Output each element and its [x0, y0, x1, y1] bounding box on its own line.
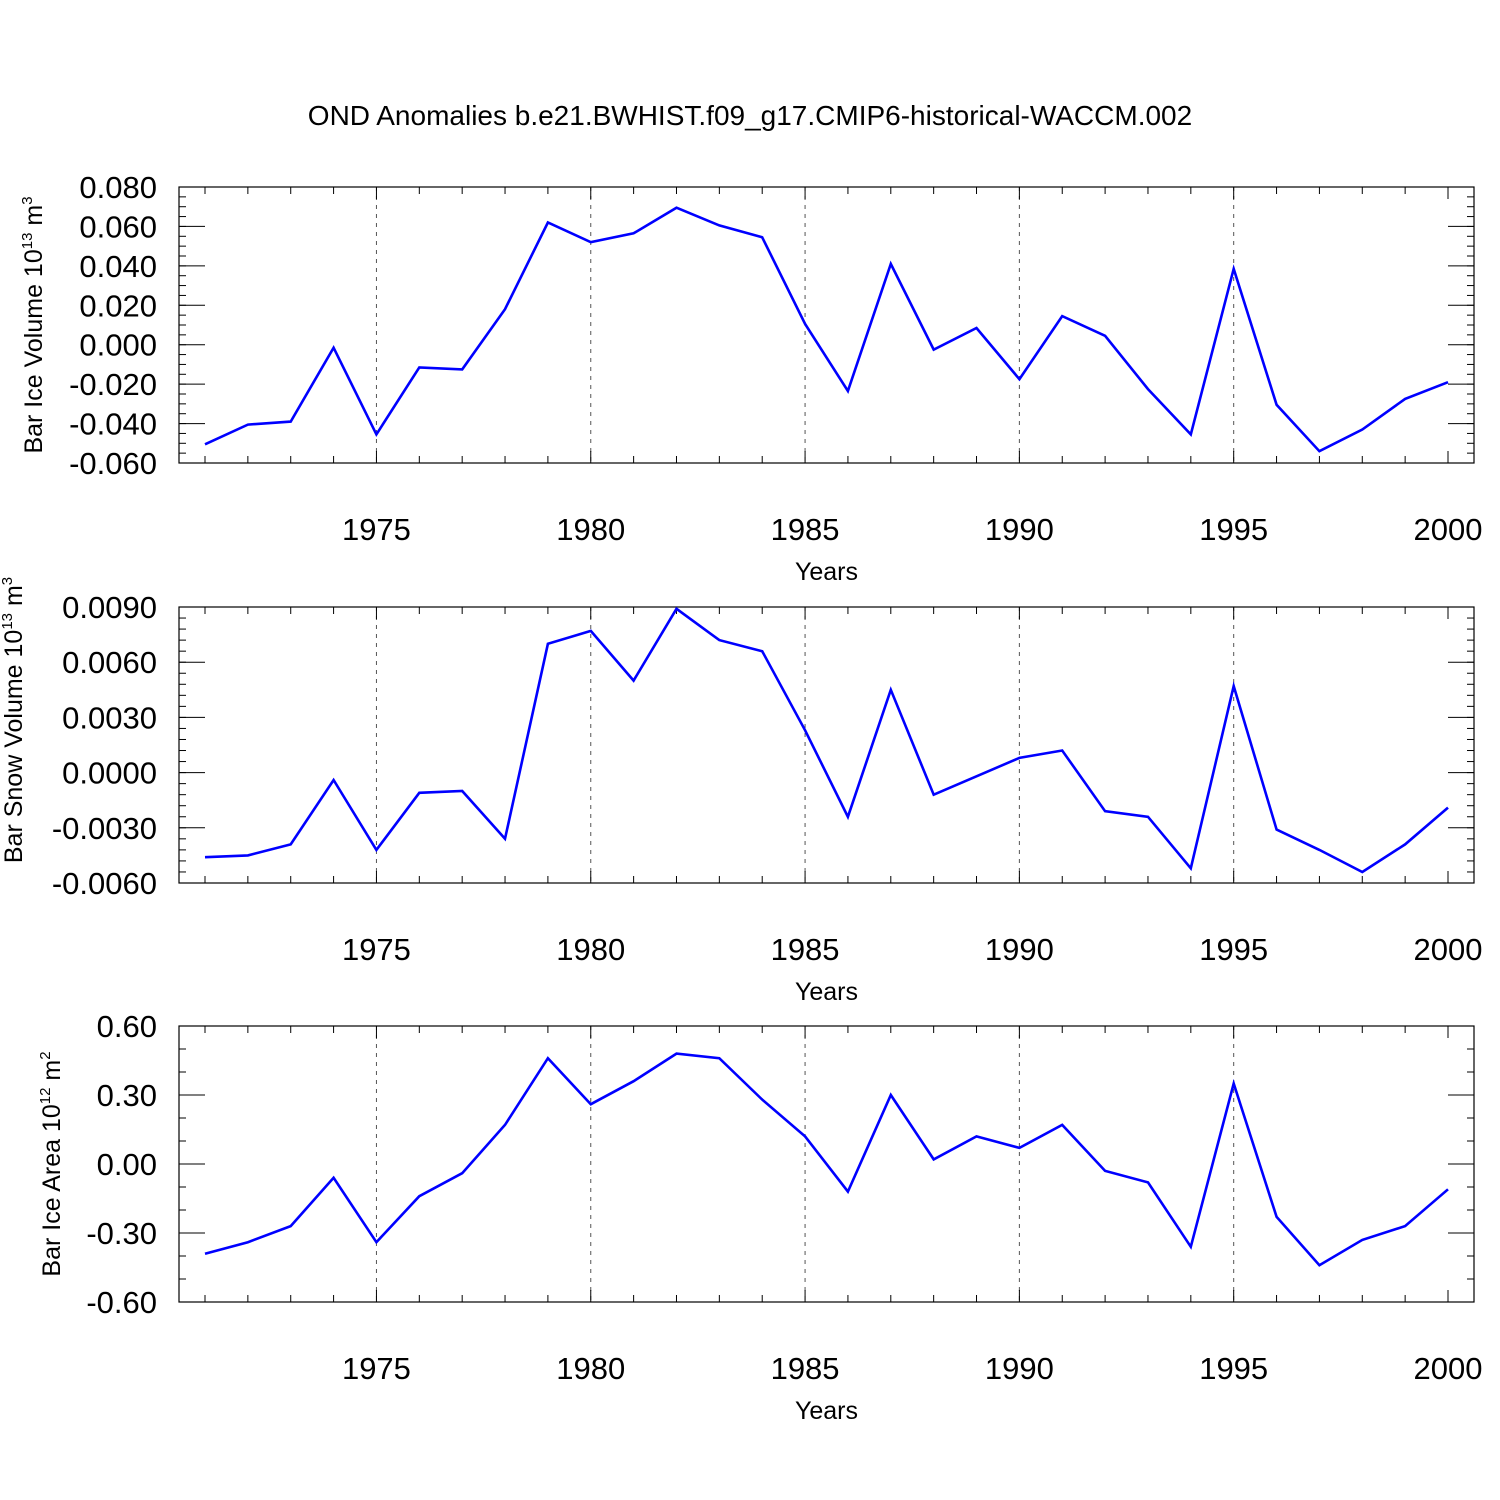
y-tick-label: 0.0030: [62, 700, 157, 735]
y-axis-label-unit-exponent: 3: [19, 196, 36, 204]
y-tick-label: 0.0090: [62, 590, 157, 625]
y-tick-label: -0.60: [86, 1285, 157, 1320]
x-tick-label: 1980: [556, 932, 625, 967]
y-tick-label: -0.30: [86, 1216, 157, 1251]
y-axis-label-unit: m: [38, 1060, 66, 1088]
x-tick-label: 1990: [985, 932, 1054, 967]
panel-1: 1975 1980 1985 1990 1995 2000 Years -0.060 -0.04…: [19, 170, 1482, 586]
y-axis-label: Bar Ice Area 1012 m2: [37, 1051, 66, 1276]
panel-2: 1975 1980 1985 1990 1995 2000 Years -0.0060 -0.0…: [0, 577, 1482, 1006]
x-tick-label: 1990: [985, 512, 1054, 547]
y-tick-label: -0.0030: [52, 811, 157, 846]
x-tick-label: 1995: [1199, 932, 1268, 967]
y-axis-label: Bar Snow Volume 1013 m3: [0, 577, 28, 863]
y-tick-label: 0.040: [79, 249, 157, 284]
y-tick-label: 0.30: [97, 1078, 157, 1113]
x-tick-label: 1995: [1199, 512, 1268, 547]
y-axis-label-exponent: 12: [37, 1088, 54, 1105]
x-tick-label: 1975: [342, 1351, 411, 1386]
y-tick-label: 0.00: [97, 1147, 157, 1182]
x-axis-label: Years: [795, 558, 858, 586]
x-axis-label: Years: [795, 1397, 858, 1425]
panels: 1975 1980 1985 1990 1995 2000 Years -0.060 -0.04…: [0, 170, 1482, 1425]
y-tick-label: 0.0000: [62, 756, 157, 791]
x-axis-label: Years: [795, 978, 858, 1006]
series-line: [204, 206, 1449, 453]
y-axis-label-exponent: 13: [19, 233, 36, 250]
y-axis-label-unit-exponent: 2: [37, 1051, 54, 1059]
y-tick-label: 0.0060: [62, 645, 157, 680]
y-tick-label: -0.0060: [52, 866, 157, 901]
y-tick-label: -0.040: [69, 407, 157, 442]
y-tick-label: 0.060: [79, 209, 157, 244]
x-tick-label: 2000: [1414, 932, 1483, 967]
y-tick-label: -0.060: [69, 446, 157, 481]
x-tick-label: 2000: [1414, 512, 1483, 547]
y-tick-label: 0.080: [79, 170, 157, 205]
x-tick-label: 1975: [342, 512, 411, 547]
y-axis-label-unit-exponent: 3: [0, 577, 16, 585]
x-tick-label: 1980: [556, 1351, 625, 1386]
x-tick-label: 1975: [342, 932, 411, 967]
x-tick-label: 1985: [771, 512, 840, 547]
x-tick-label: 1985: [771, 932, 840, 967]
y-tick-label: -0.020: [69, 367, 157, 402]
y-axis-label-unit: m: [20, 205, 48, 233]
x-tick-label: 1985: [771, 1351, 840, 1386]
series-line: [204, 606, 1449, 874]
y-axis-label-exponent: 13: [0, 613, 16, 630]
y-axis-label: Bar Ice Volume 1013 m3: [19, 196, 48, 453]
y-tick-label: 0.000: [79, 328, 157, 363]
x-tick-label: 1995: [1199, 1351, 1268, 1386]
y-axis-label-text: Bar Snow Volume 10: [0, 630, 28, 863]
y-tick-label: 0.60: [97, 1009, 157, 1044]
plot-frame: [178, 606, 1475, 884]
y-axis-label-unit: m: [0, 585, 28, 613]
figure-title: OND Anomalies b.e21.BWHIST.f09_g17.CMIP6…: [308, 100, 1192, 131]
x-tick-label: 2000: [1414, 1351, 1483, 1386]
x-tick-label: 1980: [556, 512, 625, 547]
y-axis-label-text: Bar Ice Area 10: [38, 1104, 66, 1276]
y-axis-label-text: Bar Ice Volume 10: [20, 249, 48, 453]
series-line: [204, 1052, 1449, 1267]
y-tick-label: 0.020: [79, 288, 157, 323]
x-tick-label: 1990: [985, 1351, 1054, 1386]
panel-3: 1975 1980 1985 1990 1995 2000 Years -0.60 -0.30 0…: [37, 1009, 1482, 1425]
